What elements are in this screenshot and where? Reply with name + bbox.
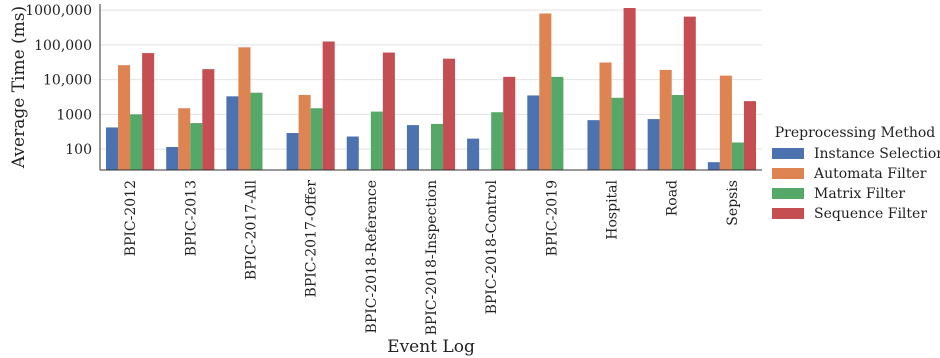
- bar-sequence-filter: [503, 76, 516, 170]
- bar-instance-selection: [406, 125, 419, 170]
- bar-matrix-filter: [551, 76, 564, 170]
- x-tick-label: BPIC-2018-Reference: [364, 180, 380, 333]
- bar-automata-filter: [599, 62, 612, 170]
- bar-sequence-filter: [683, 16, 696, 170]
- legend-swatch: [772, 188, 804, 199]
- bar-sequence-filter: [743, 101, 756, 170]
- x-tick-label: BPIC-2018-Inspection: [424, 180, 440, 335]
- x-tick-label: Road: [665, 180, 681, 216]
- bars: [106, 8, 756, 171]
- x-tick-label: Hospital: [605, 179, 621, 239]
- bar-sequence-filter: [142, 53, 155, 170]
- legend-label: Instance Selection: [814, 146, 940, 162]
- y-tick-label: 1000: [56, 107, 92, 123]
- bar-automata-filter: [659, 69, 672, 170]
- bar-automata-filter: [178, 108, 191, 170]
- bar-automata-filter: [539, 13, 552, 170]
- bar-matrix-filter: [310, 108, 323, 170]
- bar-matrix-filter: [250, 92, 263, 170]
- y-tick-label: 100: [65, 142, 92, 158]
- bar-instance-selection: [587, 120, 600, 170]
- bar-matrix-filter: [731, 142, 744, 170]
- bar-automata-filter: [719, 75, 732, 170]
- legend-label: Sequence Filter: [814, 206, 927, 222]
- x-tick-label: BPIC-2017-Offer: [304, 180, 320, 298]
- bar-matrix-filter: [190, 123, 203, 170]
- bar-automata-filter: [298, 95, 311, 170]
- bar-matrix-filter: [611, 97, 624, 170]
- legend-items: Instance Selection Automata Filter Matrix …: [772, 146, 940, 222]
- x-axis-title: Event Log: [387, 337, 475, 357]
- bar-instance-selection: [346, 136, 359, 170]
- bar-matrix-filter: [431, 123, 444, 170]
- y-axis-title: Average Time (ms): [9, 6, 29, 169]
- bar-matrix-filter: [491, 112, 504, 170]
- bar-matrix-filter: [130, 114, 143, 170]
- bar-instance-selection: [707, 162, 720, 170]
- bar-instance-selection: [467, 138, 480, 170]
- x-tick-label: Sepsis: [725, 180, 741, 226]
- bar-matrix-filter: [370, 111, 383, 170]
- bar-instance-selection: [286, 133, 299, 170]
- y-tick-labels: 100 1000 10,000 100,000 1000,000: [25, 3, 92, 158]
- x-tick-label: BPIC-2012: [123, 180, 139, 256]
- legend-label: Automata Filter: [813, 166, 927, 182]
- legend-title: Preprocessing Method: [775, 125, 936, 141]
- bar-sequence-filter: [443, 58, 456, 171]
- x-tick-label: BPIC-2013: [183, 180, 199, 256]
- bar-instance-selection: [647, 119, 660, 170]
- legend-swatch: [772, 168, 804, 179]
- bar-automata-filter: [238, 47, 251, 170]
- bar-instance-selection: [106, 127, 119, 170]
- legend: Preprocessing Method Instance Selection A…: [772, 125, 940, 222]
- bar-instance-selection: [527, 95, 540, 170]
- y-tick-label: 100,000: [34, 38, 92, 54]
- bar-instance-selection: [166, 146, 179, 170]
- bar-sequence-filter: [623, 8, 636, 170]
- legend-swatch: [772, 148, 804, 159]
- x-tick-labels: BPIC-2012 BPIC-2013 BPIC-2017-All BPIC-2017…: [123, 179, 741, 335]
- bar-sequence-filter: [322, 41, 335, 171]
- y-tick-label: 1000,000: [25, 3, 92, 19]
- bar-matrix-filter: [671, 95, 684, 170]
- x-tick-label: BPIC-2018-Control: [484, 179, 500, 314]
- bar-sequence-filter: [382, 52, 395, 170]
- x-tick-label: BPIC-2017-All: [243, 179, 259, 280]
- legend-swatch: [772, 208, 804, 219]
- y-tick-label: 10,000: [43, 73, 92, 89]
- legend-label: Matrix Filter: [814, 186, 905, 202]
- bar-instance-selection: [226, 96, 239, 170]
- bar-sequence-filter: [202, 69, 215, 170]
- x-tick-label: BPIC-2019: [544, 180, 560, 256]
- bar-automata-filter: [118, 65, 131, 170]
